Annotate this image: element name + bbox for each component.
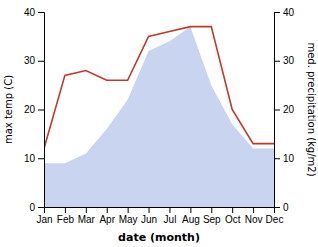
tick: 10 — [274, 153, 295, 164]
tick-label: Mar — [78, 214, 96, 225]
tick: Mar — [78, 207, 96, 225]
tick-mark — [38, 110, 44, 111]
area — [44, 27, 274, 207]
plot: JanFebMarAprMayJunJulAugSepOctNovDec0102… — [24, 7, 295, 225]
tick-mark — [274, 12, 280, 13]
tick-label: 30 — [283, 55, 295, 66]
tick: Nov — [245, 207, 263, 225]
tick-mark — [274, 207, 280, 208]
y-axis: 0 10 20 30 40 — [24, 7, 45, 213]
tick-label: Oct — [225, 214, 241, 225]
line — [44, 27, 274, 149]
tick: Feb — [57, 207, 75, 225]
tick-label: Dec — [266, 214, 284, 225]
axis-line — [38, 13, 45, 208]
x-axis: Jan FebMarApr MayJun Jul AugSep Oct NovDec — [36, 207, 283, 225]
tick-mark — [107, 207, 108, 213]
tick-label: Feb — [57, 214, 75, 225]
tick-label: Nov — [245, 214, 263, 225]
tick-label: 20 — [283, 104, 295, 115]
tick: 0 — [274, 202, 289, 213]
tick-mark — [169, 207, 170, 213]
tick: 0 — [29, 202, 44, 213]
tick-mark — [38, 61, 44, 62]
tick-label: 20 — [24, 104, 36, 115]
tick-label: Aug — [182, 214, 200, 225]
tick: 30 — [24, 55, 44, 66]
tick-label: May — [119, 214, 138, 225]
tick: 20 — [274, 104, 295, 115]
tick-mark — [149, 207, 150, 213]
tick-label: Jul — [164, 214, 177, 225]
tick: Jul — [164, 207, 177, 225]
tick-mark — [274, 158, 280, 159]
tick-mark — [211, 207, 212, 213]
tick-mark — [128, 207, 129, 213]
marks — [44, 27, 274, 207]
tick-mark — [38, 207, 44, 208]
tick-label: 10 — [24, 153, 36, 164]
tick: Apr — [99, 207, 115, 225]
y-axis-title: max temp (C) — [3, 75, 14, 144]
tick-label: 10 — [283, 153, 295, 164]
tick-label: Jun — [141, 214, 157, 225]
tick: Sep — [203, 207, 221, 225]
tick: 40 — [24, 7, 44, 18]
chart: JanFebMarAprMayJunJulAugSepOctNovDec0102… — [0, 0, 318, 247]
tick-mark — [38, 158, 44, 159]
tick: 20 — [24, 104, 44, 115]
tick-mark — [232, 207, 233, 213]
tick-label: Apr — [99, 214, 115, 225]
tick-mark — [38, 12, 44, 13]
tick: 40 — [274, 7, 295, 18]
tick-mark — [86, 207, 87, 213]
tick: 10 — [24, 153, 44, 164]
tick-label: 0 — [283, 202, 289, 213]
axis-line — [45, 208, 275, 214]
tick-mark — [274, 110, 280, 111]
y2-axis-title: med. precipitation (kg/m2) — [306, 42, 317, 176]
tick-label: 0 — [29, 202, 35, 213]
axis-line — [275, 13, 281, 208]
tick-mark — [274, 61, 280, 62]
tick-mark — [190, 207, 191, 213]
tick: May — [119, 207, 138, 225]
tick: Aug — [182, 207, 200, 225]
tick-label: Sep — [203, 214, 221, 225]
tick: Jun — [141, 207, 157, 225]
tick: Jan — [36, 207, 52, 225]
tick-label: 30 — [24, 55, 36, 66]
tick: Dec — [266, 207, 284, 225]
y2-axis: 0 10 20 30 40 — [274, 7, 295, 213]
tick: Oct — [225, 207, 241, 225]
tick-label: 40 — [24, 7, 36, 18]
tick-mark — [65, 207, 66, 213]
tick-mark — [253, 207, 254, 213]
tick: 30 — [274, 55, 295, 66]
tick-label: 40 — [283, 7, 295, 18]
tick-label: Jan — [36, 214, 52, 225]
x-axis-title: date (month) — [118, 231, 200, 244]
